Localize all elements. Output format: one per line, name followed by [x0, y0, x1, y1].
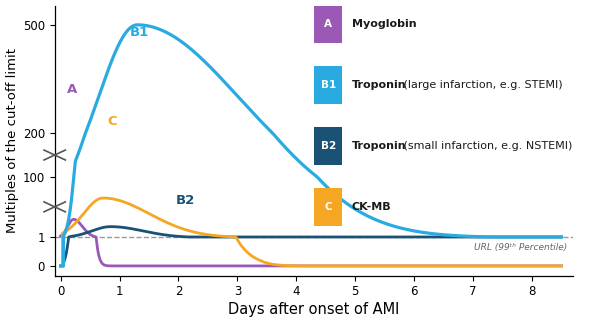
- Text: Troponin (small infarction, e.g. NSTEMI): Troponin (small infarction, e.g. NSTEMI): [352, 141, 572, 151]
- Text: Troponin: Troponin: [352, 80, 406, 90]
- Text: Myoglobin: Myoglobin: [352, 19, 416, 29]
- X-axis label: Days after onset of AMI: Days after onset of AMI: [228, 302, 400, 318]
- Text: B2: B2: [175, 194, 195, 207]
- Text: A: A: [324, 19, 332, 29]
- Text: URL (99ᵗʰ Percentile): URL (99ᵗʰ Percentile): [474, 243, 568, 252]
- Text: (small infarction, e.g. NSTEMI): (small infarction, e.g. NSTEMI): [400, 141, 572, 151]
- Text: C: C: [108, 115, 118, 128]
- Text: C: C: [325, 202, 332, 212]
- Text: A: A: [67, 83, 77, 97]
- Bar: [314, 66, 343, 104]
- Bar: [314, 188, 343, 225]
- Text: Troponin (large infarction, e.g. STEMI): Troponin (large infarction, e.g. STEMI): [352, 80, 562, 90]
- Text: B1: B1: [320, 80, 336, 90]
- Text: B2: B2: [320, 141, 336, 151]
- Text: B1: B1: [130, 26, 149, 38]
- Y-axis label: Multiples of the cut-off limit: Multiples of the cut-off limit: [5, 48, 19, 233]
- Text: CK-MB: CK-MB: [352, 202, 391, 212]
- Text: Troponin: Troponin: [352, 141, 406, 151]
- Bar: [314, 127, 343, 165]
- Bar: [314, 5, 343, 43]
- Text: (large infarction, e.g. STEMI): (large infarction, e.g. STEMI): [400, 80, 562, 90]
